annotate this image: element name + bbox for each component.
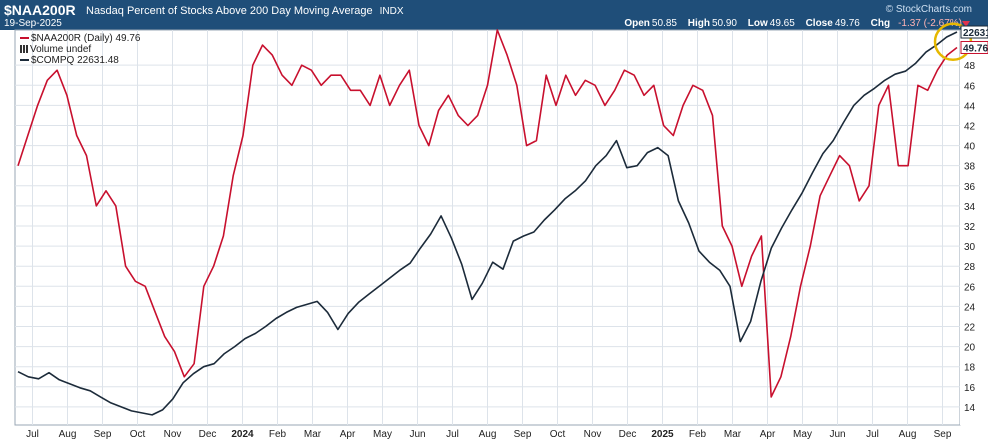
chart-date: 19-Sep-2025 — [4, 18, 62, 29]
y-tick-label: 28 — [964, 262, 976, 273]
naa-last-value-box — [960, 40, 988, 54]
x-tick-label: Sep — [934, 429, 952, 440]
y-tick-label: 30 — [964, 242, 976, 253]
compq-swatch-icon — [20, 59, 29, 62]
x-tick-label: Sep — [94, 429, 112, 440]
x-tick-label: Jul — [446, 429, 459, 440]
close-value: 49.76 — [834, 18, 860, 29]
y-tick-label: 18 — [964, 363, 976, 374]
y-tick-label: 22 — [964, 323, 976, 334]
y-tick-label: 48 — [964, 61, 976, 72]
x-tick-label: Aug — [899, 429, 917, 440]
x-tick-label: Aug — [479, 429, 497, 440]
chart-legend: $NAA200R (Daily) 49.76 Volume undef $COM… — [20, 33, 141, 66]
chart-header: $NAA200R Nasdaq Percent of Stocks Above … — [0, 0, 988, 30]
legend-compq: $COMPQ 22631.48 — [20, 55, 141, 66]
low-value: 49.65 — [769, 18, 795, 29]
x-tick-label: Jun — [829, 429, 845, 440]
open-label: Open — [624, 18, 650, 29]
x-tick-label: Mar — [724, 429, 742, 440]
y-axis-strip — [960, 30, 988, 425]
legend-volume: Volume undef — [20, 44, 141, 55]
x-tick-label: Jun — [409, 429, 425, 440]
compq-last-value-box — [960, 25, 988, 39]
y-tick-label: 24 — [964, 302, 976, 313]
y-tick-label: 16 — [964, 383, 976, 394]
y-tick-label: 40 — [964, 142, 976, 153]
x-tick-label: Sep — [514, 429, 532, 440]
y-tick-label: 14 — [964, 403, 976, 414]
close-label: Close — [805, 18, 833, 29]
y-tick-label: 26 — [964, 282, 976, 293]
chg-value: -1.37 (-2.67%) — [898, 18, 962, 29]
y-tick-label: 44 — [964, 101, 976, 112]
compq-series-line — [17, 31, 958, 416]
x-tick-label: 2025 — [651, 429, 674, 440]
y-tick-label: 46 — [964, 81, 976, 92]
legend-naa-text: $NAA200R (Daily) 49.76 — [31, 33, 141, 44]
y-tick-label: 34 — [964, 202, 976, 213]
x-tick-label: Dec — [619, 429, 637, 440]
open-value: 50.85 — [651, 18, 677, 29]
x-tick-label: Feb — [689, 429, 707, 440]
x-tick-label: Jul — [26, 429, 39, 440]
exchange-label: INDX — [379, 6, 404, 17]
high-label: High — [687, 18, 710, 29]
y-tick-label: 36 — [964, 182, 976, 193]
volume-bars-icon — [20, 45, 28, 54]
legend-compq-text: $COMPQ 22631.48 — [31, 55, 119, 66]
x-tick-label: Nov — [164, 429, 182, 440]
y-tick-label: 20 — [964, 343, 976, 354]
x-tick-label: 2024 — [231, 429, 254, 440]
x-tick-label: Mar — [304, 429, 322, 440]
down-triangle-icon — [962, 21, 970, 27]
legend-naa: $NAA200R (Daily) 49.76 — [20, 33, 141, 44]
x-tick-label: May — [793, 429, 812, 440]
x-tick-label: Dec — [199, 429, 217, 440]
compq-last-value: 22631 — [963, 28, 988, 39]
low-label: Low — [747, 18, 768, 29]
symbol-title: $NAA200R — [4, 2, 76, 18]
x-tick-label: Aug — [59, 429, 77, 440]
x-tick-label: Oct — [130, 429, 146, 440]
naa-series-line — [17, 29, 958, 398]
ohlc-readout: Open 50.85 High 50.90 Low 49.65 Close 49.76 … — [616, 18, 962, 29]
high-value: 50.90 — [711, 18, 737, 29]
x-tick-label: Feb — [269, 429, 287, 440]
naa-last-value: 49.76 — [963, 43, 988, 54]
legend-volume-text: Volume undef — [30, 44, 92, 55]
y-tick-label: 32 — [964, 222, 976, 233]
brand-watermark: © StockCharts.com — [885, 4, 972, 15]
x-tick-label: May — [373, 429, 392, 440]
symbol-description: Nasdaq Percent of Stocks Above 200 Day M… — [86, 5, 404, 17]
naa-swatch-icon — [20, 37, 29, 40]
y-tick-label: 42 — [964, 121, 976, 132]
x-tick-label: Apr — [760, 429, 776, 440]
description-text: Nasdaq Percent of Stocks Above 200 Day M… — [86, 5, 373, 17]
x-tick-label: Jul — [866, 429, 879, 440]
x-tick-label: Oct — [550, 429, 566, 440]
chg-label: Chg — [870, 18, 891, 29]
x-tick-label: Nov — [584, 429, 602, 440]
x-tick-label: Apr — [340, 429, 356, 440]
y-tick-label: 38 — [964, 162, 976, 173]
